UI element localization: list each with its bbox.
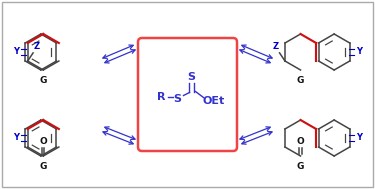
Text: R: R <box>157 91 166 101</box>
Text: Y: Y <box>13 133 19 143</box>
Text: Y: Y <box>356 133 362 143</box>
Text: G: G <box>40 76 47 85</box>
Text: OEt: OEt <box>202 95 225 105</box>
Text: S: S <box>188 71 195 81</box>
Text: G: G <box>40 162 47 171</box>
Text: Y: Y <box>13 47 19 57</box>
Text: O: O <box>39 137 47 146</box>
Text: S: S <box>174 94 182 104</box>
Text: Y: Y <box>356 47 362 57</box>
Text: O: O <box>297 137 304 146</box>
Text: G: G <box>297 162 304 171</box>
Text: G: G <box>297 76 304 85</box>
FancyBboxPatch shape <box>138 38 237 151</box>
Text: Z: Z <box>34 42 40 51</box>
Text: Z: Z <box>273 42 279 51</box>
